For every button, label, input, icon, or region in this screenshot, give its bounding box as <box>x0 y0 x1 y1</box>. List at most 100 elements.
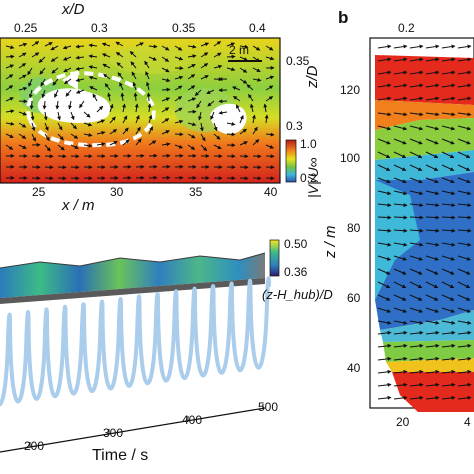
vector-arrow <box>393 177 407 184</box>
vector-arrow <box>457 369 472 374</box>
vector-arrow <box>393 151 407 159</box>
vector-arrow <box>41 89 46 99</box>
vector-arrow <box>122 127 129 135</box>
vector-arrow <box>5 64 15 69</box>
vector-arrow <box>252 45 261 51</box>
vector-arrow <box>441 356 456 361</box>
vector-arrow <box>457 255 472 261</box>
vector-arrow <box>425 330 440 335</box>
vector-arrow <box>265 96 274 102</box>
vector-arrow <box>96 105 104 113</box>
panel-a-vectors <box>5 41 275 181</box>
vector-arrow <box>409 177 423 184</box>
vector-arrow <box>425 125 440 131</box>
vector-arrow <box>441 57 456 62</box>
vector-arrow <box>174 144 184 149</box>
vector-arrow <box>457 57 472 62</box>
vortex-path <box>26 71 156 148</box>
vector-arrow <box>377 203 392 208</box>
vector-arrow <box>425 268 439 275</box>
vector-arrow <box>441 138 455 145</box>
vector-arrow <box>377 255 392 261</box>
panel-c-x-tick-4: 500 <box>258 400 279 414</box>
vector-arrow <box>5 74 14 80</box>
vector-arrow <box>161 45 170 51</box>
vector-arrow <box>457 294 471 301</box>
vector-arrow <box>441 125 456 131</box>
vector-arrow <box>187 85 196 91</box>
vector-arrow <box>441 307 456 313</box>
vector-arrow <box>409 44 424 49</box>
panel-a-colorbar <box>285 139 297 183</box>
vector-arrow <box>393 215 408 220</box>
vector-arrow <box>393 330 408 335</box>
vector-arrow <box>109 116 116 124</box>
vector-arrow <box>52 78 59 86</box>
vector-arrow <box>239 141 248 146</box>
vector-arrow <box>213 64 223 69</box>
vector-arrow <box>187 54 197 59</box>
vector-arrow <box>441 190 456 196</box>
vector-arrow <box>174 85 183 91</box>
vector-arrow <box>68 100 72 110</box>
vector-arrow <box>441 164 455 171</box>
vector-arrow <box>377 96 392 101</box>
vector-arrow <box>213 144 222 150</box>
vector-arrow <box>194 89 202 97</box>
vector-arrow <box>5 144 14 150</box>
vector-arrow <box>425 203 440 208</box>
panel-a-colorbar-label: |V|/U∞ <box>305 157 321 198</box>
vector-arrow <box>57 122 63 131</box>
vector-arrow <box>239 128 247 135</box>
vector-arrow <box>425 294 439 301</box>
vector-arrow <box>409 228 424 233</box>
vector-arrow <box>5 54 15 59</box>
vector-arrow <box>62 56 72 61</box>
vector-arrow <box>200 42 210 47</box>
vector-arrow <box>441 382 456 387</box>
vector-arrow <box>70 122 77 130</box>
vector-arrow <box>409 215 424 220</box>
vector-arrow <box>62 45 72 50</box>
vector-arrow <box>130 61 137 69</box>
vector-arrow <box>393 369 408 374</box>
vector-arrow <box>5 109 15 114</box>
vector-arrow <box>83 132 93 137</box>
vector-arrow <box>96 130 106 135</box>
panel-c-colorbar-tick-2: 0.36 <box>284 265 308 279</box>
vector-arrow <box>377 151 391 159</box>
vector-arrow <box>28 89 33 99</box>
vector-arrow <box>457 242 472 247</box>
panel-a-top-tick-4: 0.4 <box>249 21 266 35</box>
vector-arrow <box>57 133 64 141</box>
vector-arrow <box>213 133 221 140</box>
vector-arrow <box>18 63 27 69</box>
vector-arrow <box>232 86 241 91</box>
vector-arrow <box>457 281 471 289</box>
vector-arrow <box>265 75 275 80</box>
vector-arrow <box>75 89 85 94</box>
vector-arrow <box>161 67 170 73</box>
vector-arrow <box>89 86 98 91</box>
vector-arrow <box>441 215 456 220</box>
vector-arrow <box>393 44 408 49</box>
panel-a-right-tick-2: 0.3 <box>286 119 303 133</box>
vector-arrow <box>457 215 472 220</box>
vector-arrow <box>441 96 456 101</box>
panel-a-bottom-axis-label: x / m <box>62 197 95 214</box>
vector-arrow <box>252 126 258 135</box>
vector-arrow <box>29 100 34 110</box>
vector-arrow <box>200 144 208 152</box>
vector-arrow <box>207 100 215 107</box>
helix-trajectory <box>0 276 271 407</box>
vector-arrow <box>425 382 440 387</box>
vector-arrow <box>43 111 48 121</box>
vector-arrow <box>226 54 236 59</box>
vector-arrow <box>457 395 472 400</box>
vector-arrow <box>249 103 254 113</box>
vector-arrow <box>239 44 249 49</box>
vector-arrow <box>5 85 14 91</box>
vector-arrow <box>70 133 79 139</box>
vector-arrow <box>83 143 93 148</box>
vector-arrow <box>198 111 202 121</box>
